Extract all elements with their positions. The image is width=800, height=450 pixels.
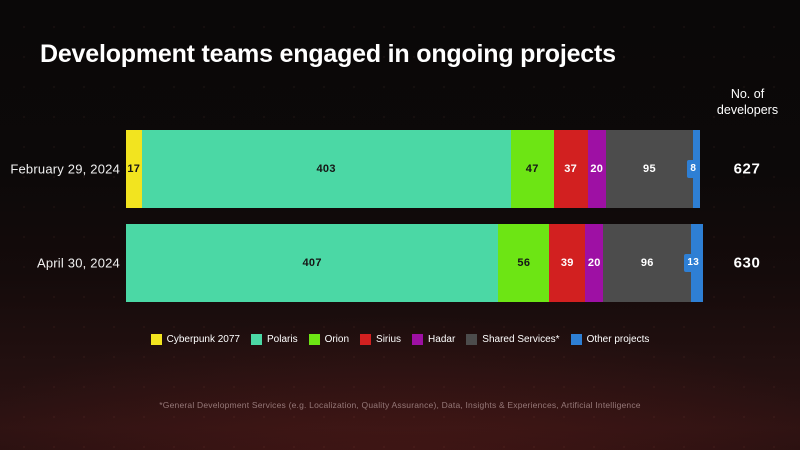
bar-segment-cyberpunk-2077: 17 (126, 130, 142, 208)
right-axis-label: No. of developers (700, 86, 795, 119)
segment-value: 20 (587, 257, 601, 269)
legend-swatch-icon (412, 334, 424, 345)
segment-value: 20 (590, 163, 604, 175)
legend-label: Orion (324, 334, 350, 345)
chart-title: Development teams engaged in ongoing pro… (40, 40, 616, 68)
category-label: April 30, 2024 (36, 255, 120, 271)
category-label: February 29, 2024 (10, 161, 120, 177)
segment-value: 39 (560, 257, 574, 269)
segment-value: 37 (564, 163, 578, 175)
bar-segment-shared-services: 95 (605, 130, 693, 208)
segment-value: 407 (302, 257, 322, 269)
legend-item: Orion (308, 334, 350, 345)
legend-item: Sirius (360, 334, 401, 345)
bar-segment-sirius: 37 (553, 130, 588, 208)
bar-chart: February 29, 2024 17 403 47 37 20 95 8 627 April … (0, 130, 800, 318)
legend-swatch-icon (466, 334, 478, 345)
stacked-bar: 407 56 39 20 96 13 (126, 224, 704, 302)
legend-label: Shared Services* (482, 334, 560, 345)
bar-segment-orion: 56 (498, 224, 550, 302)
legend-label: Cyberpunk 2077 (166, 334, 240, 345)
legend: Cyberpunk 2077 Polaris Orion Sirius Hadar Sha… (0, 334, 800, 345)
legend-swatch-icon (150, 334, 162, 345)
legend-swatch-icon (570, 334, 582, 345)
bar-segment-hadar: 20 (587, 130, 606, 208)
bar-segment-orion: 47 (510, 130, 554, 208)
bar-segment-polaris: 403 (141, 130, 511, 208)
legend-swatch-icon (308, 334, 320, 345)
segment-value: 403 (316, 163, 336, 175)
segment-value: 96 (640, 257, 654, 269)
legend-swatch-icon (251, 334, 262, 345)
bar-segment-other-projects: 13 (684, 224, 704, 302)
legend-label: Polaris (267, 334, 298, 345)
legend-item: Cyberpunk 2077 (150, 334, 240, 345)
legend-item: Shared Services* (466, 334, 560, 345)
legend-swatch-icon (360, 334, 372, 345)
legend-label: Hadar (428, 334, 456, 345)
segment-value: 8 (687, 160, 700, 178)
right-axis-label-line2: developers (716, 103, 779, 118)
bar-row: April 30, 2024 407 56 39 20 96 13 630 (0, 224, 800, 302)
legend-label: Other projects (586, 334, 650, 345)
bar-segment-sirius: 39 (549, 224, 586, 302)
right-axis-label-line1: No. of (730, 87, 765, 101)
segment-value: 17 (127, 163, 141, 175)
segment-value: 56 (517, 257, 531, 269)
stacked-bar: 17 403 47 37 20 95 8 (126, 130, 701, 208)
bar-segment-other-projects: 8 (687, 130, 701, 208)
legend-item: Polaris (251, 334, 298, 345)
footnote: *General Development Services (e.g. Loca… (159, 400, 641, 410)
segment-value: 47 (525, 163, 539, 175)
legend-label: Sirius (376, 334, 402, 345)
bar-segment-polaris: 407 (126, 224, 499, 302)
segment-value: 95 (643, 163, 656, 175)
bar-segment-hadar: 20 (585, 224, 604, 302)
bar-row: February 29, 2024 17 403 47 37 20 95 8 627 (0, 130, 800, 208)
row-total: 630 (733, 254, 761, 272)
legend-item: Hadar (412, 334, 455, 345)
row-total: 627 (733, 160, 761, 178)
segment-value: 13 (684, 254, 703, 272)
bar-segment-shared-services: 96 (603, 224, 692, 302)
legend-item: Other projects (570, 334, 650, 345)
